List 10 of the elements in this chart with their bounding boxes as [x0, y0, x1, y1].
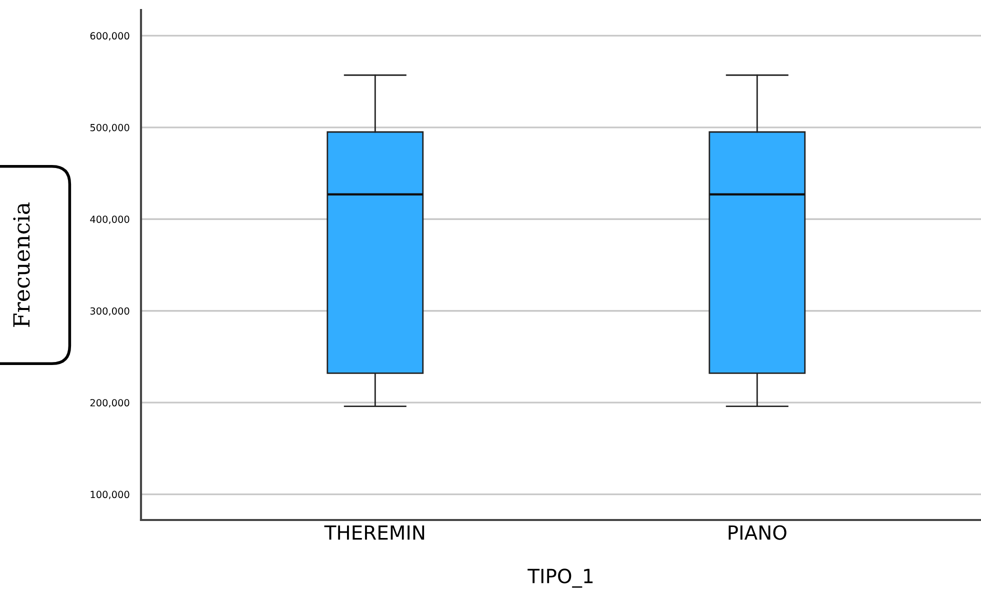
y-tick-label: 600,000 [90, 32, 130, 41]
y-axis-title: Frecuencia [13, 202, 30, 327]
y-tick-label: 400,000 [90, 216, 130, 224]
x-axis-title: TIPO_1 [528, 568, 593, 588]
y-tick-label: 500,000 [90, 124, 130, 132]
x-tick-label: PIANO [728, 525, 786, 540]
x-tick-label: THEREMIN [324, 525, 424, 540]
y-tick-label: 300,000 [90, 307, 130, 316]
y-tick-label: 100,000 [90, 490, 130, 500]
y-tick-label: 200,000 [90, 399, 130, 408]
